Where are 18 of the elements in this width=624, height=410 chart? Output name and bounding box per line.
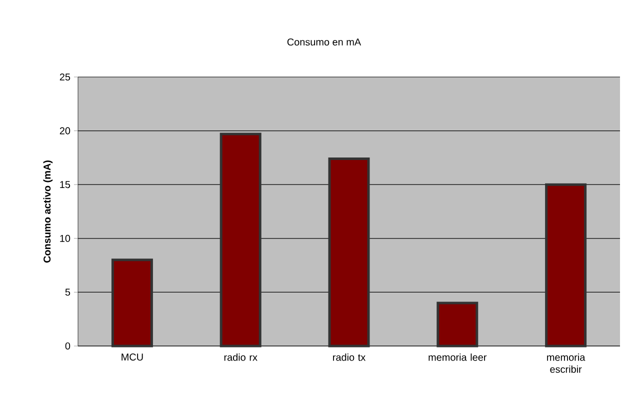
- y-tick-label: 25: [60, 73, 70, 81]
- chart-title: Consumo en mA: [287, 38, 362, 46]
- y-tick-label: 10: [60, 234, 70, 242]
- y-tick-label: 5: [65, 288, 70, 296]
- y-tick-label: 15: [60, 181, 70, 188]
- bar: [436, 302, 478, 348]
- x-tick-label: radio rx: [224, 354, 258, 361]
- bar: [111, 258, 153, 348]
- x-tick-label: memoria leer: [428, 354, 487, 361]
- y-tick-label: 0: [65, 342, 70, 350]
- x-tick-label: memoria escribir: [547, 354, 586, 373]
- bar: [545, 183, 587, 348]
- x-tick-label: MCU: [122, 354, 143, 361]
- x-tick-label: radio tx: [333, 354, 366, 361]
- bar: [220, 132, 262, 348]
- bar: [328, 158, 370, 348]
- y-tick-label: 20: [60, 127, 70, 134]
- y-axis-title: Consumo activo (mA): [43, 160, 53, 263]
